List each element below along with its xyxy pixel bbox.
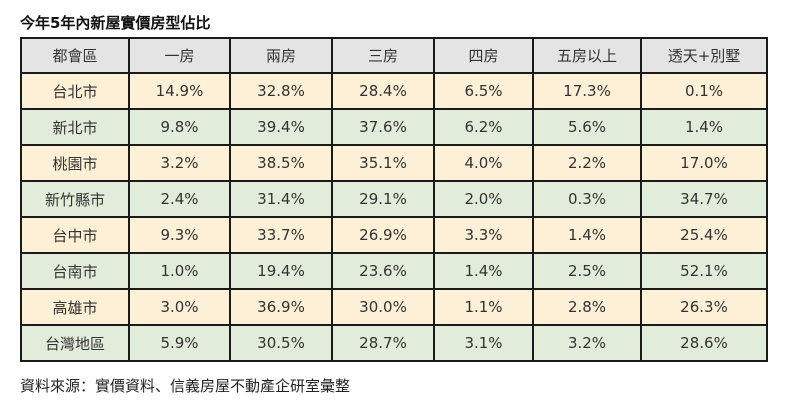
- value-cell: 14.9%: [128, 72, 231, 110]
- region-cell: 台灣地區: [20, 324, 130, 362]
- value-cell: 5.6%: [532, 108, 642, 146]
- value-cell: 31.4%: [229, 180, 333, 218]
- table-row: 桃園市 3.2% 38.5% 35.1% 4.0% 2.2% 17.0%: [20, 144, 768, 182]
- value-cell: 3.0%: [128, 288, 231, 326]
- header-1-room: 一房: [128, 37, 231, 74]
- value-cell: 3.2%: [128, 144, 231, 182]
- value-cell: 2.8%: [532, 288, 642, 326]
- value-cell: 0.3%: [532, 180, 642, 218]
- value-cell: 9.8%: [128, 108, 231, 146]
- region-cell: 桃園市: [20, 144, 130, 182]
- value-cell: 38.5%: [229, 144, 333, 182]
- value-cell: 52.1%: [640, 252, 768, 290]
- value-cell: 33.7%: [229, 216, 333, 254]
- header-3-room: 三房: [331, 37, 435, 74]
- value-cell: 28.4%: [331, 72, 435, 110]
- header-4-room: 四房: [433, 37, 534, 74]
- header-townhouse-villa: 透天+別墅: [640, 37, 768, 74]
- value-cell: 2.4%: [128, 180, 231, 218]
- value-cell: 17.3%: [532, 72, 642, 110]
- value-cell: 5.9%: [128, 324, 231, 362]
- table-row: 新竹縣市 2.4% 31.4% 29.1% 2.0% 0.3% 34.7%: [20, 180, 768, 218]
- value-cell: 3.3%: [433, 216, 534, 254]
- region-cell: 新北市: [20, 108, 130, 146]
- value-cell: 36.9%: [229, 288, 333, 326]
- header-region: 都會區: [20, 37, 130, 74]
- value-cell: 4.0%: [433, 144, 534, 182]
- region-cell: 台北市: [20, 72, 130, 110]
- table-row-total: 台灣地區 5.9% 30.5% 28.7% 3.1% 3.2% 28.6%: [20, 324, 768, 362]
- value-cell: 6.2%: [433, 108, 534, 146]
- value-cell: 17.0%: [640, 144, 768, 182]
- value-cell: 34.7%: [640, 180, 768, 218]
- region-cell: 台中市: [20, 216, 130, 254]
- table-row: 高雄市 3.0% 36.9% 30.0% 1.1% 2.8% 26.3%: [20, 288, 768, 326]
- value-cell: 19.4%: [229, 252, 333, 290]
- value-cell: 6.5%: [433, 72, 534, 110]
- table-title: 今年5年內新屋實價房型佔比: [20, 14, 211, 32]
- table-row: 台中市 9.3% 33.7% 26.9% 3.3% 1.4% 25.4%: [20, 216, 768, 254]
- source-note: 資料來源：實價資料、信義房屋不動產企研室彙整: [20, 377, 351, 395]
- value-cell: 1.4%: [640, 108, 768, 146]
- value-cell: 3.2%: [532, 324, 642, 362]
- value-cell: 0.1%: [640, 72, 768, 110]
- value-cell: 29.1%: [331, 180, 435, 218]
- value-cell: 25.4%: [640, 216, 768, 254]
- value-cell: 30.5%: [229, 324, 333, 362]
- value-cell: 1.1%: [433, 288, 534, 326]
- value-cell: 2.5%: [532, 252, 642, 290]
- value-cell: 30.0%: [331, 288, 435, 326]
- header-5-plus-room: 五房以上: [532, 37, 642, 74]
- table-row: 台南市 1.0% 19.4% 23.6% 1.4% 2.5% 52.1%: [20, 252, 768, 290]
- header-2-room: 兩房: [229, 37, 333, 74]
- value-cell: 2.0%: [433, 180, 534, 218]
- value-cell: 1.4%: [433, 252, 534, 290]
- region-cell: 台南市: [20, 252, 130, 290]
- table-row: 台北市 14.9% 32.8% 28.4% 6.5% 17.3% 0.1%: [20, 72, 768, 110]
- table-row: 新北市 9.8% 39.4% 37.6% 6.2% 5.6% 1.4%: [20, 108, 768, 146]
- header-row: 都會區 一房 兩房 三房 四房 五房以上 透天+別墅: [20, 37, 768, 74]
- value-cell: 23.6%: [331, 252, 435, 290]
- value-cell: 26.3%: [640, 288, 768, 326]
- value-cell: 9.3%: [128, 216, 231, 254]
- value-cell: 26.9%: [331, 216, 435, 254]
- value-cell: 37.6%: [331, 108, 435, 146]
- room-type-table: 都會區 一房 兩房 三房 四房 五房以上 透天+別墅 台北市 14.9% 32.…: [20, 37, 768, 362]
- value-cell: 1.4%: [532, 216, 642, 254]
- region-cell: 高雄市: [20, 288, 130, 326]
- value-cell: 2.2%: [532, 144, 642, 182]
- value-cell: 35.1%: [331, 144, 435, 182]
- region-cell: 新竹縣市: [20, 180, 130, 218]
- value-cell: 28.7%: [331, 324, 435, 362]
- value-cell: 32.8%: [229, 72, 333, 110]
- value-cell: 39.4%: [229, 108, 333, 146]
- value-cell: 1.0%: [128, 252, 231, 290]
- value-cell: 28.6%: [640, 324, 768, 362]
- value-cell: 3.1%: [433, 324, 534, 362]
